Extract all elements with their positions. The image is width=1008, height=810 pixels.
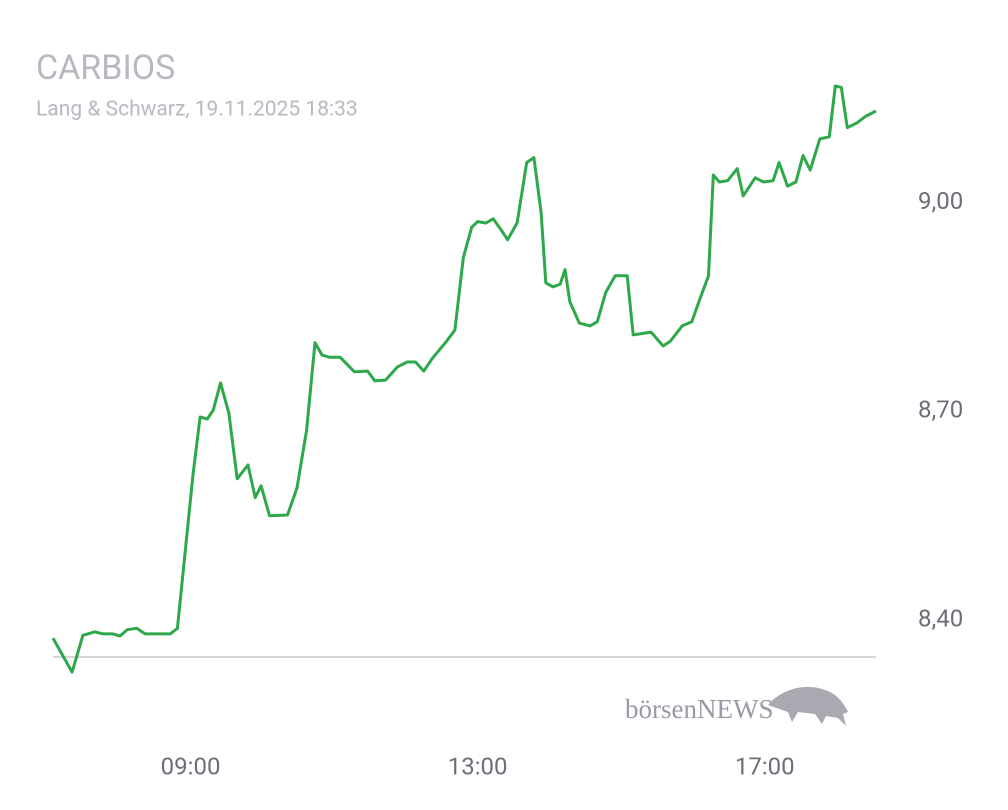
y-tick-label: 8,70 bbox=[918, 396, 963, 424]
x-tick-label: 09:00 bbox=[161, 752, 221, 780]
chart-title: CARBIOS bbox=[36, 48, 175, 88]
logo: börsenNEWS bbox=[625, 694, 773, 724]
y-tick-label: 8,40 bbox=[918, 604, 963, 632]
x-tick-label: 13:00 bbox=[448, 752, 508, 780]
logo-bull bbox=[768, 686, 848, 726]
y-tick-label: 9,00 bbox=[918, 187, 963, 215]
x-tick-label: 17:00 bbox=[735, 752, 795, 780]
price-line bbox=[51, 84, 877, 674]
chart-subtitle: Lang & Schwarz, 19.11.2025 18:33 bbox=[36, 98, 358, 122]
